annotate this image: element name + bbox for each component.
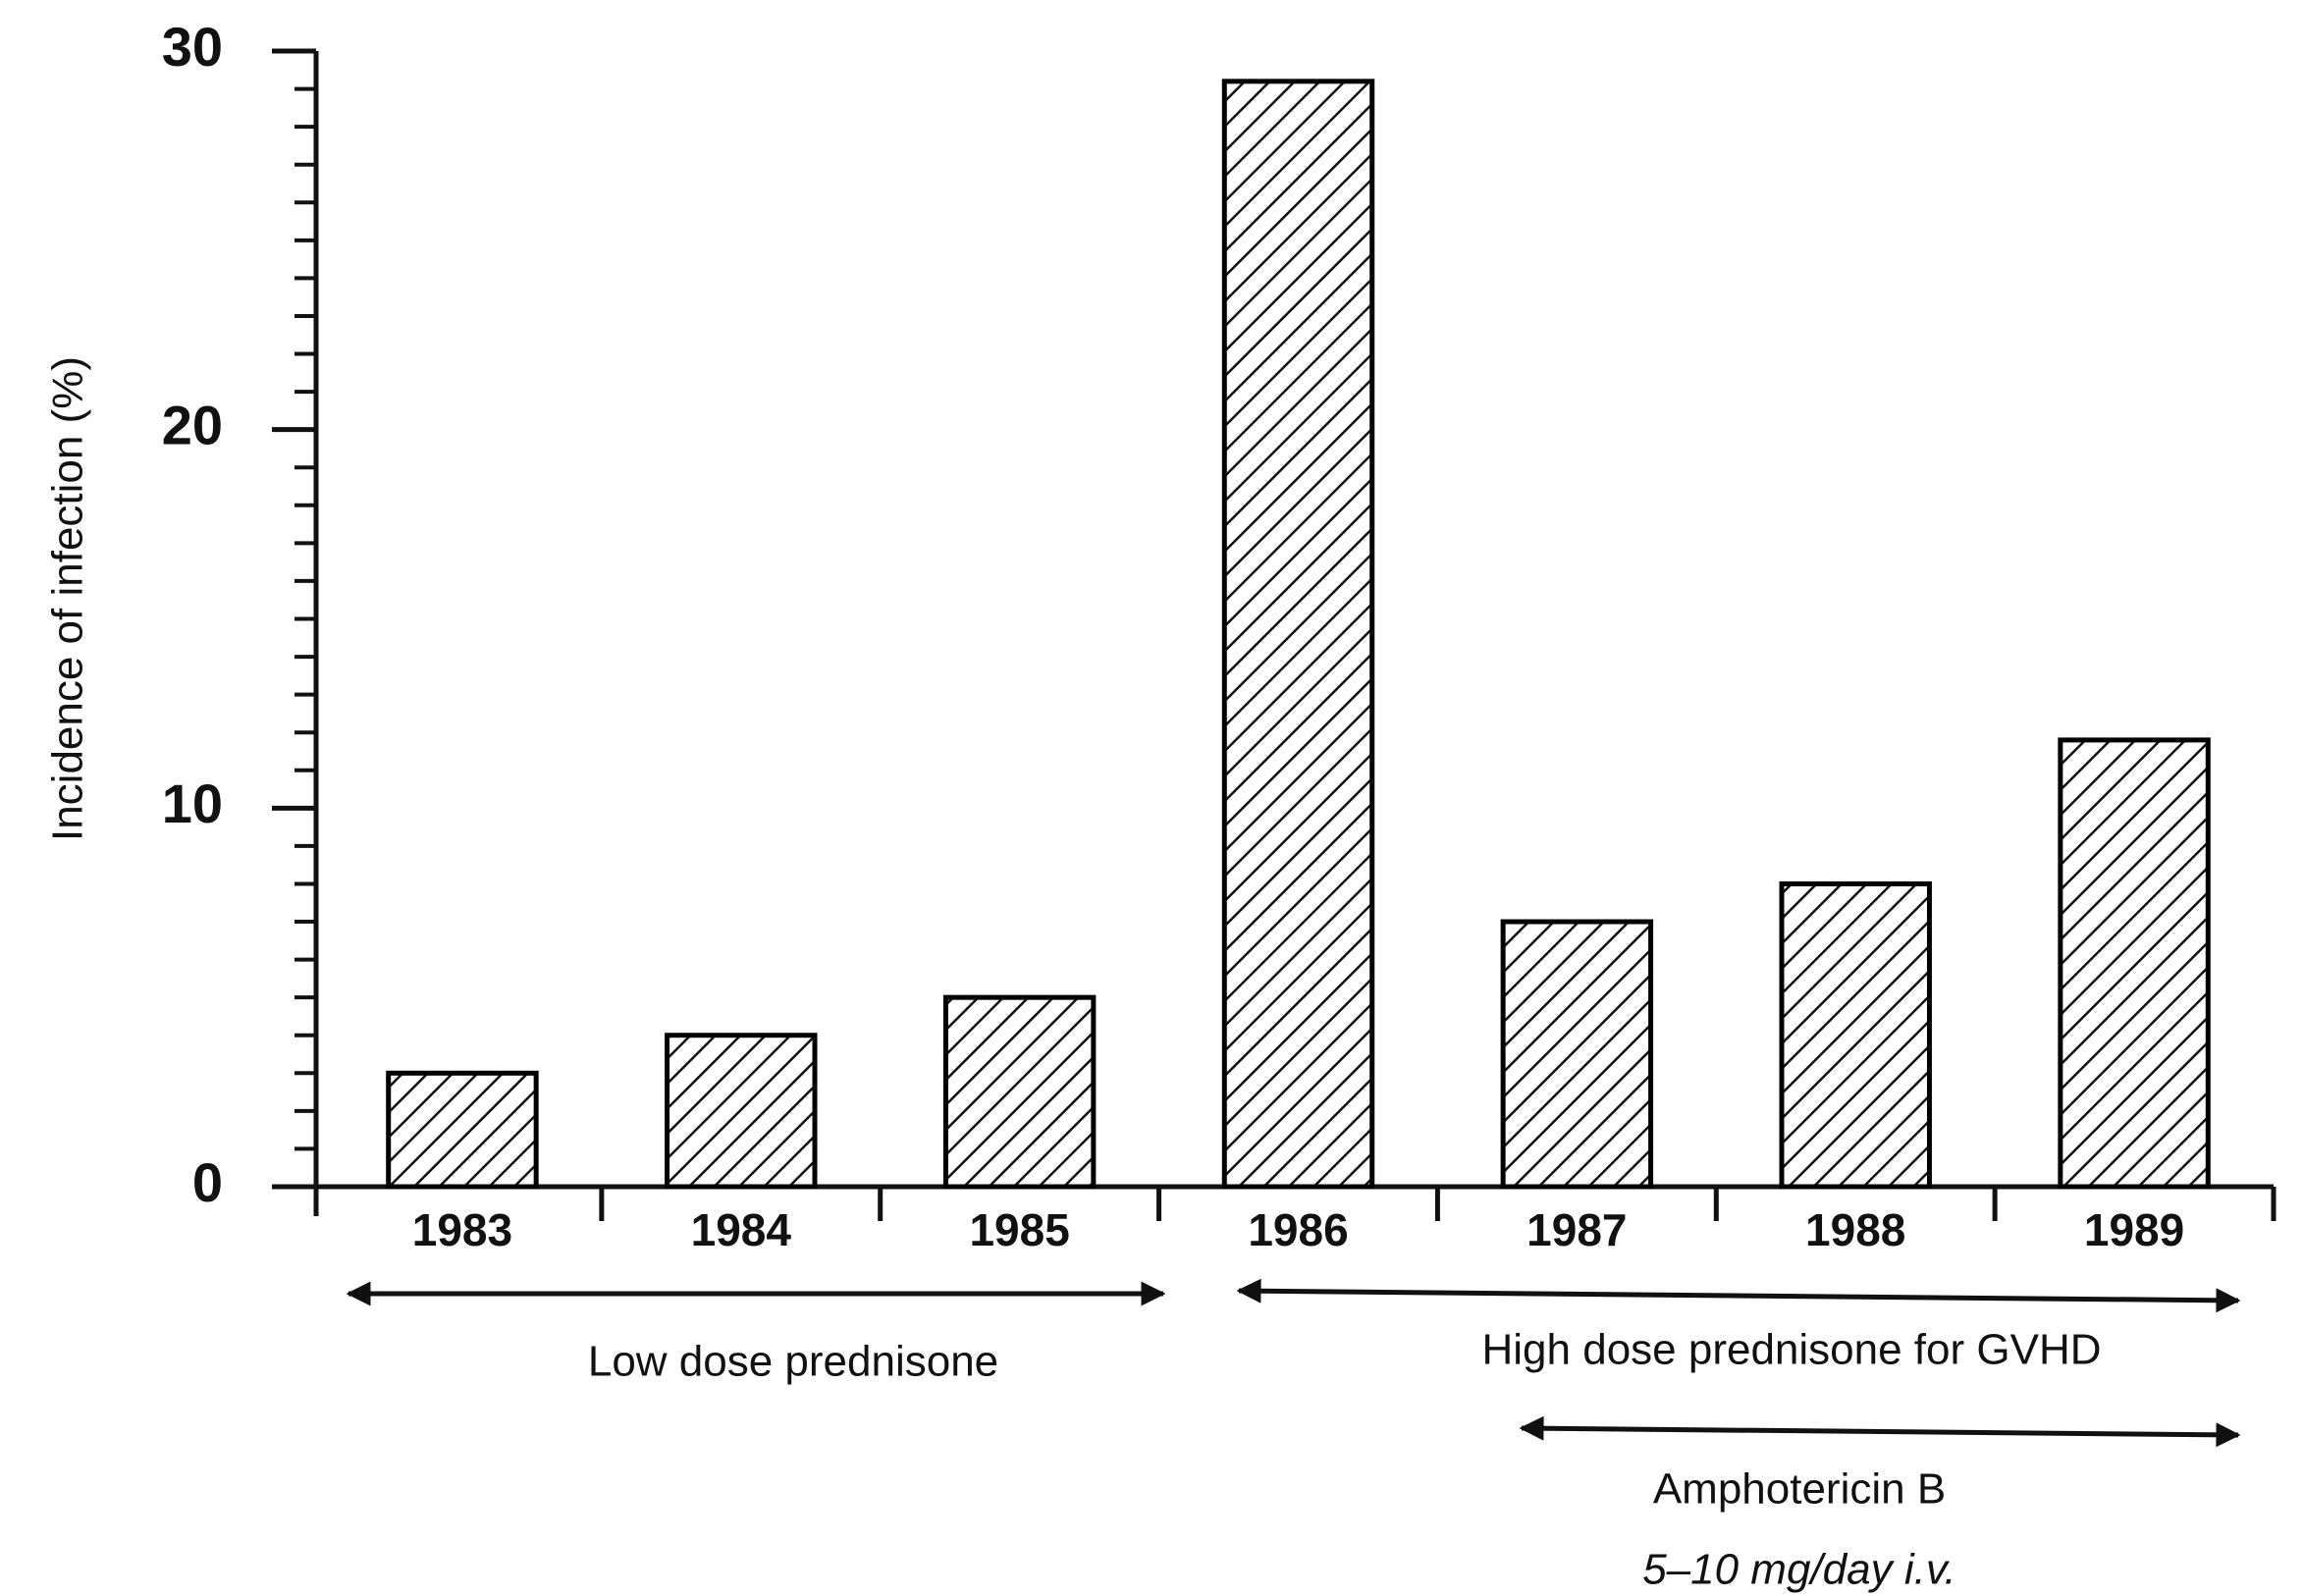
x-tick-label: 1984	[691, 1204, 792, 1255]
arrow	[1236, 1278, 2241, 1313]
bar	[1500, 919, 1654, 1190]
x-tick-label: 1987	[1526, 1204, 1627, 1255]
x-tick-label: 1985	[969, 1204, 1069, 1255]
bar	[1221, 79, 1375, 1190]
bar	[942, 994, 1097, 1190]
y-tick-label: 10	[162, 772, 223, 834]
x-tick-label: 1983	[412, 1204, 512, 1255]
x-tick-label: 1989	[2084, 1204, 2184, 1255]
annotation: 5–10 mg/day i.v.	[1642, 1546, 1956, 1594]
y-axis-label: Incidence of infection (%)	[44, 356, 92, 841]
bar	[665, 1033, 818, 1190]
annotation: High dose prednisone for GVHD	[1482, 1326, 2102, 1374]
y-tick-label: 30	[162, 16, 223, 78]
range-arrows	[346, 1278, 2241, 1448]
x-tick-label: 1988	[1805, 1204, 1905, 1255]
bar	[2058, 737, 2211, 1190]
x-tick-label: 1986	[1248, 1204, 1348, 1255]
arrow	[1519, 1415, 2241, 1448]
annotation: Low dose prednisone	[588, 1338, 998, 1386]
bar	[1779, 880, 1932, 1190]
bar	[386, 1070, 539, 1190]
y-tick-label: 20	[162, 394, 223, 455]
annotation: Amphotericin B	[1653, 1465, 1946, 1514]
y-tick-label: 0	[192, 1151, 223, 1213]
